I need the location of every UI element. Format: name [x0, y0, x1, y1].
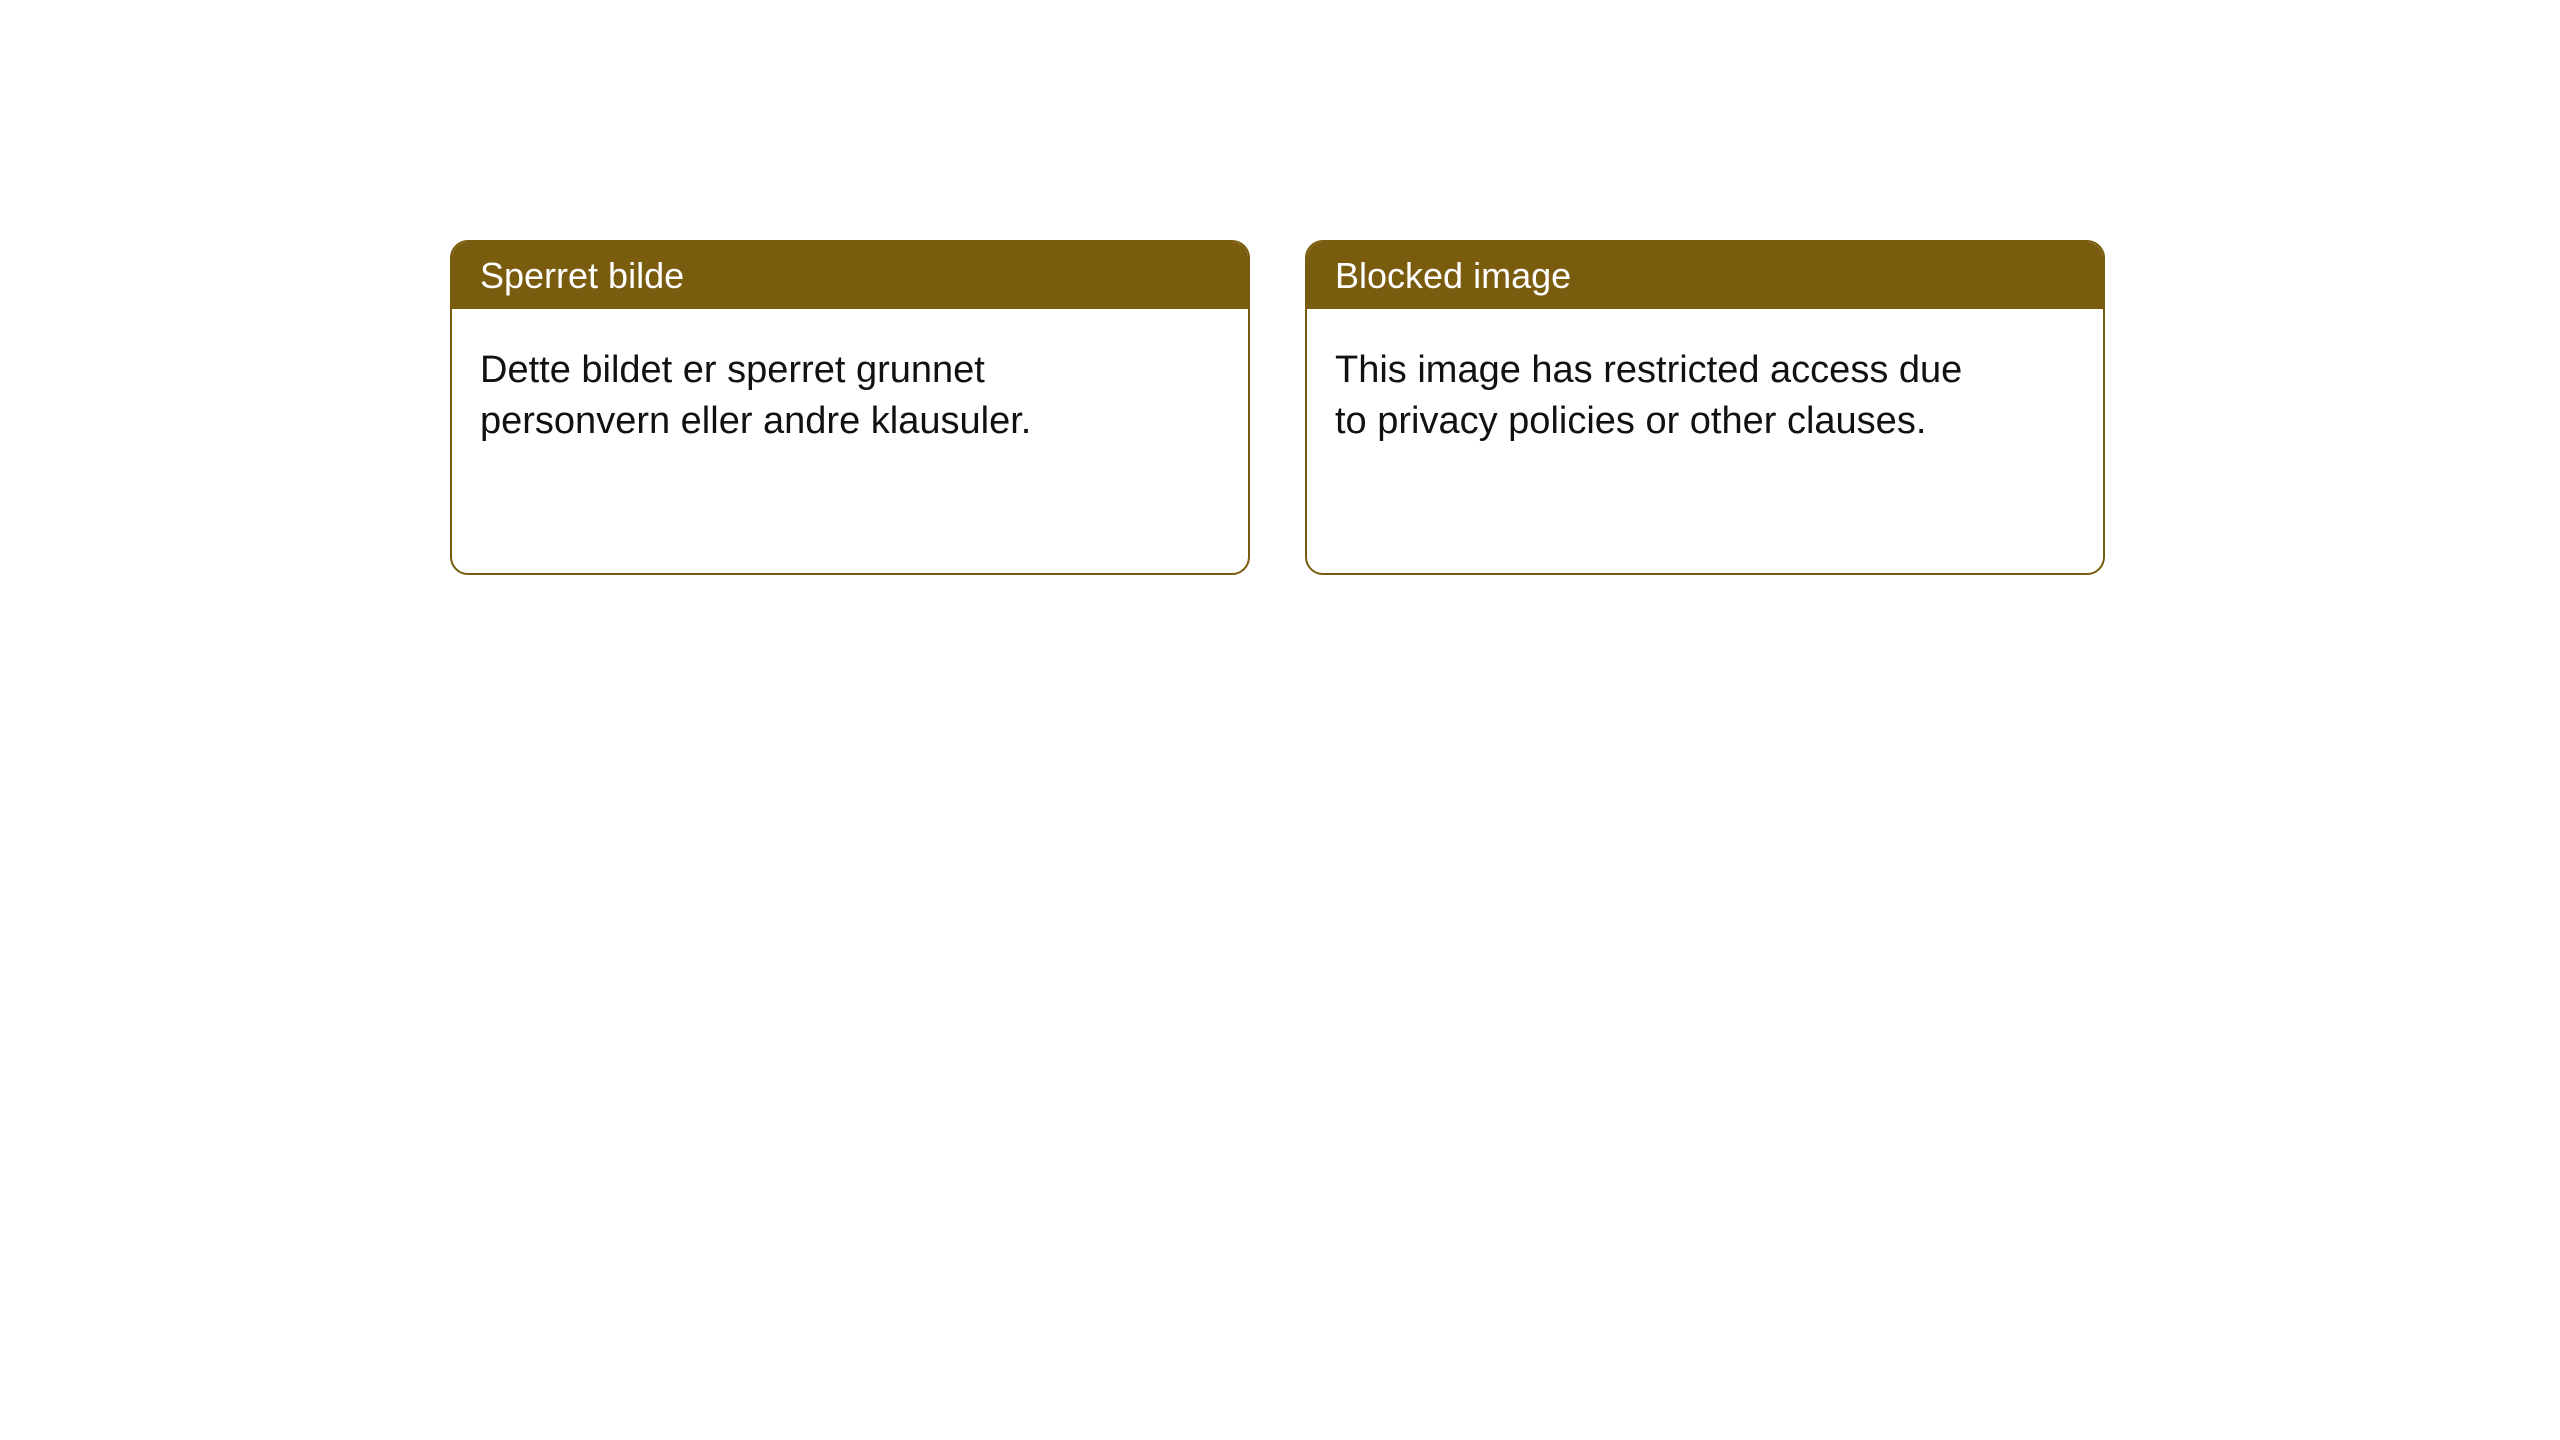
card-header: Blocked image [1307, 242, 2103, 309]
card-message: This image has restricted access due to … [1335, 349, 1962, 442]
card-body: Dette bildet er sperret grunnet personve… [452, 309, 1172, 484]
card-body: This image has restricted access due to … [1307, 309, 2027, 484]
card-container: Sperret bilde Dette bildet er sperret gr… [0, 0, 2560, 575]
blocked-image-card-en: Blocked image This image has restricted … [1305, 240, 2105, 575]
blocked-image-card-no: Sperret bilde Dette bildet er sperret gr… [450, 240, 1250, 575]
card-message: Dette bildet er sperret grunnet personve… [480, 349, 1031, 442]
card-title: Blocked image [1335, 255, 1571, 296]
card-header: Sperret bilde [452, 242, 1248, 309]
card-title: Sperret bilde [480, 255, 684, 296]
